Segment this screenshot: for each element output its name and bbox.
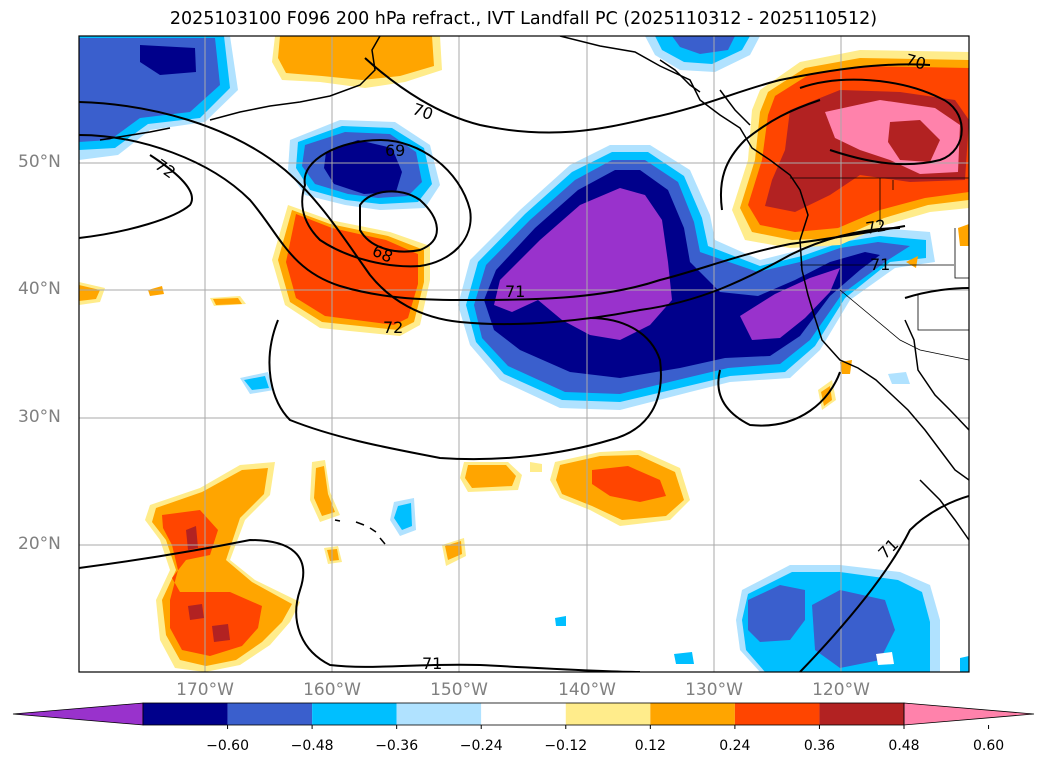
borders [790,177,969,361]
shading-gulf-blue [645,36,760,72]
contour-label: 70 [903,50,928,74]
lat-label: 20°N [18,534,61,554]
contour-label: 71 [870,255,890,274]
shading-se-blue [736,565,969,672]
shading-subtropical [310,450,690,566]
contour-label: 71 [422,654,442,673]
lat-label: 50°N [18,152,61,172]
map-frame [78,35,970,673]
contour-label: 71 [505,282,525,301]
lat-label: 40°N [18,279,61,299]
colorbar-tick-label: −0.36 [375,738,419,754]
lon-label: 140°W [558,680,616,700]
colorbar-tick-label: −0.48 [290,738,334,754]
lon-label: 170°W [176,680,234,700]
colorbar-tick-label: 0.60 [972,738,1005,754]
lat-label: 30°N [18,407,61,427]
colorbar-tick-label: −0.12 [544,738,588,754]
lon-label: 120°W [812,680,870,700]
shading-sw-plume [145,462,300,672]
colorbar-tick-label: −0.24 [459,738,503,754]
colorbar-tick-label: 0.48 [888,738,920,754]
lon-label: 150°W [430,680,488,700]
contour-label: 72 [383,318,403,337]
contour-label: 69 [385,141,405,160]
shading-jet-orange [272,205,430,336]
shading-ar-plume [458,145,935,410]
colorbar-tick-label: −0.60 [206,738,249,754]
shading-nw-corner [79,36,238,160]
colorbar-tick-label: 0.24 [719,738,751,754]
contour-label: 72 [864,216,887,238]
colorbar-tick-label: 0.12 [634,738,666,754]
shading-ne-warm [732,50,969,248]
shading-north-orange [272,36,442,88]
lon-label: 130°W [685,680,743,700]
contours [79,57,969,672]
map-title: 2025103100 F096 200 hPa refract., IVT La… [169,9,878,29]
colorbar-tick-label: 0.36 [803,738,836,754]
lon-label: 160°W [303,680,361,700]
